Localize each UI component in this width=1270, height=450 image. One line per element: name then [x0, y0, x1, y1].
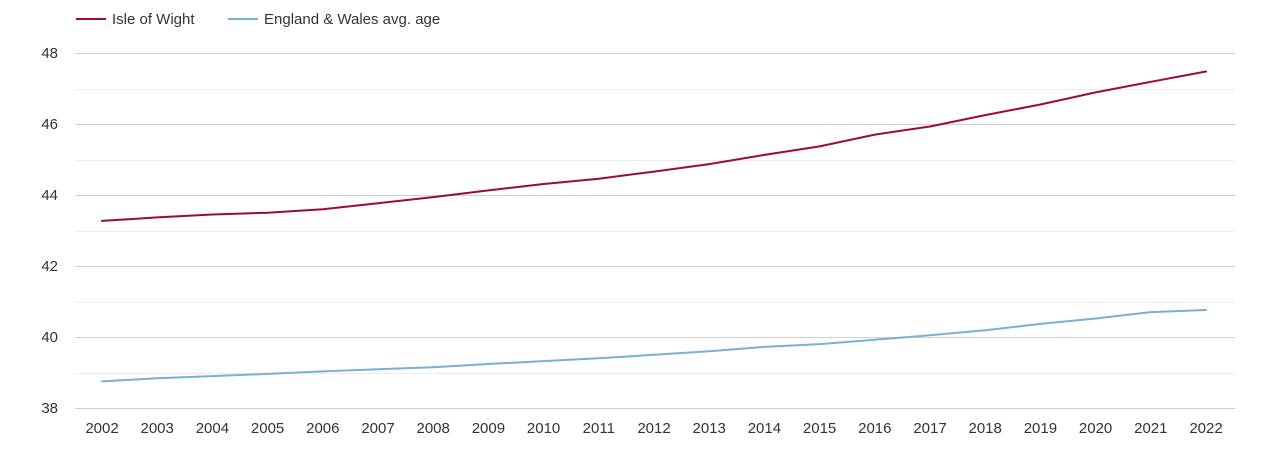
y-tick-label: 42 — [41, 258, 58, 275]
y-tick-label: 44 — [41, 187, 58, 204]
x-tick-label: 2003 — [141, 420, 174, 437]
legend-label-isle-of-wight: Isle of Wight — [112, 11, 195, 28]
x-axis: 2002 2003 2004 2005 2006 2007 2008 2009 2010 2011… — [85, 420, 1222, 437]
x-tick-label: 2019 — [1024, 420, 1057, 437]
x-tick-label: 2021 — [1134, 420, 1167, 437]
x-tick-label: 2016 — [858, 420, 891, 437]
x-tick-label: 2005 — [251, 420, 284, 437]
grid-lines — [75, 53, 1235, 409]
x-tick-label: 2015 — [803, 420, 836, 437]
chart-legend: Isle of Wight England & Wales avg. age — [76, 11, 440, 28]
y-tick-label: 40 — [41, 329, 58, 346]
x-tick-label: 2020 — [1079, 420, 1112, 437]
x-tick-label: 2011 — [583, 420, 615, 437]
y-tick-label: 48 — [41, 45, 58, 62]
x-tick-label: 2022 — [1189, 420, 1222, 437]
series-line-england-wales — [101, 309, 1207, 383]
y-tick-label: 46 — [41, 116, 58, 133]
legend-label-england-wales: England & Wales avg. age — [264, 11, 440, 28]
series-line-isle-of-wight — [101, 70, 1207, 222]
x-tick-label: 2008 — [417, 420, 450, 437]
x-tick-label: 2013 — [693, 420, 726, 437]
y-tick-label: 38 — [41, 400, 58, 417]
y-axis: 38 40 42 44 46 48 — [41, 45, 58, 417]
x-tick-label: 2012 — [637, 420, 670, 437]
x-tick-label: 2002 — [85, 420, 118, 437]
x-tick-label: 2017 — [913, 420, 946, 437]
x-tick-label: 2018 — [969, 420, 1002, 437]
x-tick-label: 2010 — [527, 420, 560, 437]
x-tick-label: 2004 — [196, 420, 229, 437]
x-tick-label: 2014 — [748, 420, 781, 437]
series-lines — [101, 70, 1207, 383]
x-tick-label: 2006 — [306, 420, 339, 437]
x-tick-label: 2007 — [361, 420, 394, 437]
x-tick-label: 2009 — [472, 420, 505, 437]
